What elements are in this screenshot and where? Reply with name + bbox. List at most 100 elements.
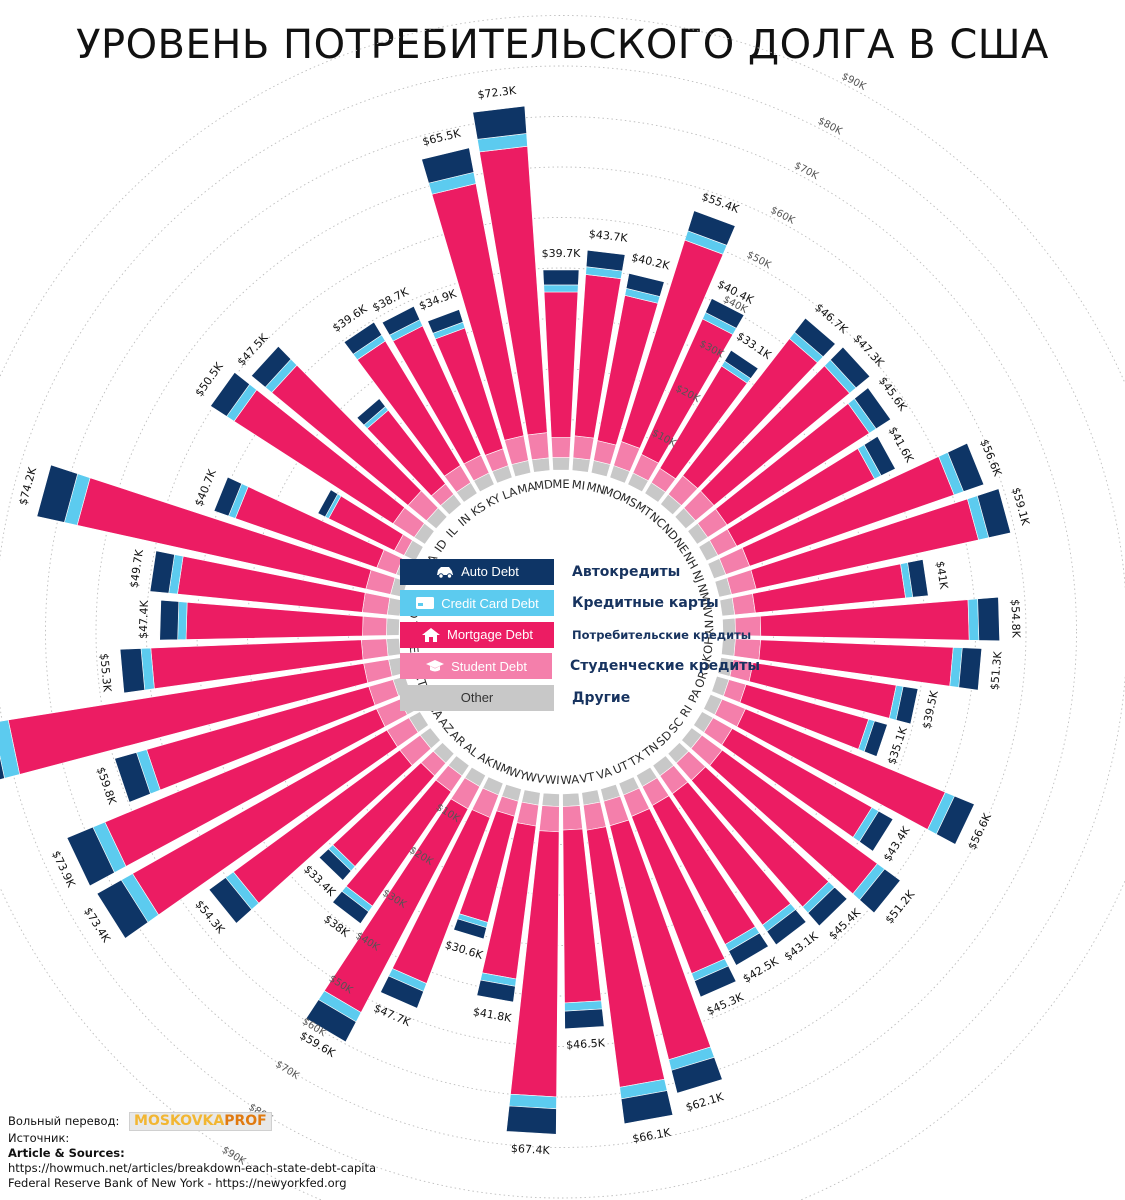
- value-label: $73.9K: [49, 849, 78, 890]
- legend-row-other: Other Другие: [400, 682, 760, 714]
- state-label: WY: [507, 764, 530, 783]
- bar-segment-student: [551, 437, 571, 458]
- bar-segment-auto: [766, 909, 807, 946]
- bar-segment-auto: [119, 648, 146, 694]
- value-label: $41.8K: [472, 1005, 513, 1025]
- value-label: $47.4K: [137, 599, 151, 639]
- value-label: $66.1K: [631, 1126, 672, 1146]
- legend-row-student: Student Debt Студенческие кредиты: [400, 651, 760, 683]
- bar-segment-student: [504, 435, 529, 465]
- bar-segment-auto: [208, 877, 253, 924]
- bar-segment-auto: [858, 810, 894, 852]
- value-label: $38.7K: [370, 285, 411, 315]
- state-label: VA: [595, 765, 614, 783]
- bar-segment-auto: [728, 932, 769, 966]
- state-label: MS: [618, 490, 640, 510]
- legend-row-mortgage: Mortgage Debt Потребительские кредиты: [400, 619, 760, 651]
- bar-segment-auto: [332, 890, 370, 925]
- legend-label-ru: Студенческие кредиты: [570, 658, 760, 675]
- value-label: $74.2K: [16, 465, 39, 507]
- article-label: Article & Sources:: [8, 1146, 125, 1160]
- source-url-newyorkfed[interactable]: Federal Reserve Bank of New York - https…: [8, 1176, 347, 1190]
- page-title: УРОВЕНЬ ПОТРЕБИТЕЛЬСКОГО ДОЛГА В США: [76, 22, 1049, 68]
- legend-swatch-other: Other: [400, 684, 554, 711]
- bar-segment-auto: [0, 755, 5, 780]
- bar-segment-other: [552, 457, 570, 471]
- bar-segment-auto: [687, 210, 736, 246]
- state-label: VT: [579, 769, 597, 786]
- ring-tick-label: $50K: [745, 249, 773, 271]
- bar-segment-other: [531, 457, 551, 473]
- value-label: $51.3K: [988, 650, 1004, 690]
- ring-tick-label: $70K: [792, 160, 820, 182]
- value-label: $54.8K: [1008, 599, 1022, 639]
- value-label: $40.7K: [192, 467, 219, 508]
- house-icon: [422, 627, 440, 642]
- state-label: NY: [702, 620, 716, 637]
- translation-label: Вольный перевод:: [8, 1114, 120, 1128]
- legend-label-en: Auto Debt: [461, 564, 519, 580]
- ring-gridline-60: [95, 166, 1027, 1098]
- bar-segment-credit: [967, 598, 980, 641]
- ring-tick-label: $70K: [273, 1059, 301, 1082]
- bar-segment-student: [572, 435, 595, 461]
- bar-segment-student: [516, 801, 540, 827]
- state-label: OR: [692, 669, 711, 690]
- state-label: PA: [685, 686, 704, 705]
- bar-segment-auto: [863, 435, 896, 477]
- state-label: OH: [701, 636, 717, 655]
- legend-label-ru: Другие: [572, 689, 631, 706]
- bar-segment-auto: [159, 599, 180, 641]
- bar-segment-auto: [794, 317, 836, 358]
- bar-segment-auto: [958, 647, 983, 691]
- value-label: $55.3K: [97, 653, 113, 693]
- bar-segment-credit: [0, 719, 20, 779]
- value-label: $46.5K: [566, 1036, 606, 1051]
- bar-segment-auto: [472, 105, 527, 140]
- value-label: $72.3K: [477, 84, 518, 102]
- bar-segment-auto: [564, 1008, 605, 1030]
- state-label: IN: [455, 511, 473, 529]
- state-label: UT: [611, 757, 632, 776]
- value-label: $34.9K: [417, 287, 459, 313]
- state-label: MA: [516, 479, 537, 497]
- bar-segment-auto: [453, 918, 487, 940]
- value-label: $56.6K: [977, 437, 1004, 478]
- legend-swatch-credit: Credit Card Debt: [400, 590, 554, 617]
- bar-segment-auto: [250, 345, 292, 388]
- bar-segment-auto: [210, 371, 251, 417]
- bar-segment-auto: [356, 398, 386, 426]
- state-label: NM: [695, 582, 713, 604]
- legend-swatch-auto: Auto Debt: [400, 558, 554, 585]
- legend-swatch-student: Student Debt: [400, 653, 553, 680]
- bar-segment-student: [360, 638, 389, 660]
- credit-card-icon: [416, 597, 435, 610]
- value-label: $38K: [321, 912, 352, 940]
- bar-segment-auto: [542, 269, 580, 286]
- value-label: $39.7K: [542, 247, 581, 260]
- state-label: MN: [585, 479, 606, 497]
- legend-label-ru: Кредитные карты: [572, 595, 719, 612]
- bar-segment-auto: [66, 826, 115, 887]
- bar-segment-auto: [476, 979, 516, 1003]
- bar-segment-auto: [317, 489, 339, 518]
- value-label: $55.4K: [700, 190, 742, 216]
- bar-segment-auto: [343, 321, 383, 355]
- state-label: NV: [699, 601, 715, 619]
- value-label: $65.5K: [421, 126, 462, 148]
- bar-segment-auto: [506, 1105, 557, 1135]
- bar-segment-auto: [96, 879, 149, 939]
- bar-segment-auto: [807, 886, 848, 927]
- bar-segment-auto: [305, 999, 357, 1043]
- state-label: WA: [560, 772, 580, 787]
- value-label: $59.8K: [94, 765, 119, 807]
- state-label: NJ: [689, 568, 706, 584]
- bar-segment-auto: [724, 349, 759, 379]
- state-label: WI: [544, 772, 560, 787]
- bar-segment-auto: [935, 795, 975, 845]
- legend-row-credit: Credit Card Debt Кредитные карты: [400, 588, 760, 620]
- ring-gridline-70: [45, 116, 1077, 1148]
- state-label: MO: [601, 483, 624, 503]
- source-url-howmuch[interactable]: https://howmuch.net/articles/breakdown-e…: [8, 1161, 377, 1175]
- value-label: $30.6K: [443, 938, 485, 962]
